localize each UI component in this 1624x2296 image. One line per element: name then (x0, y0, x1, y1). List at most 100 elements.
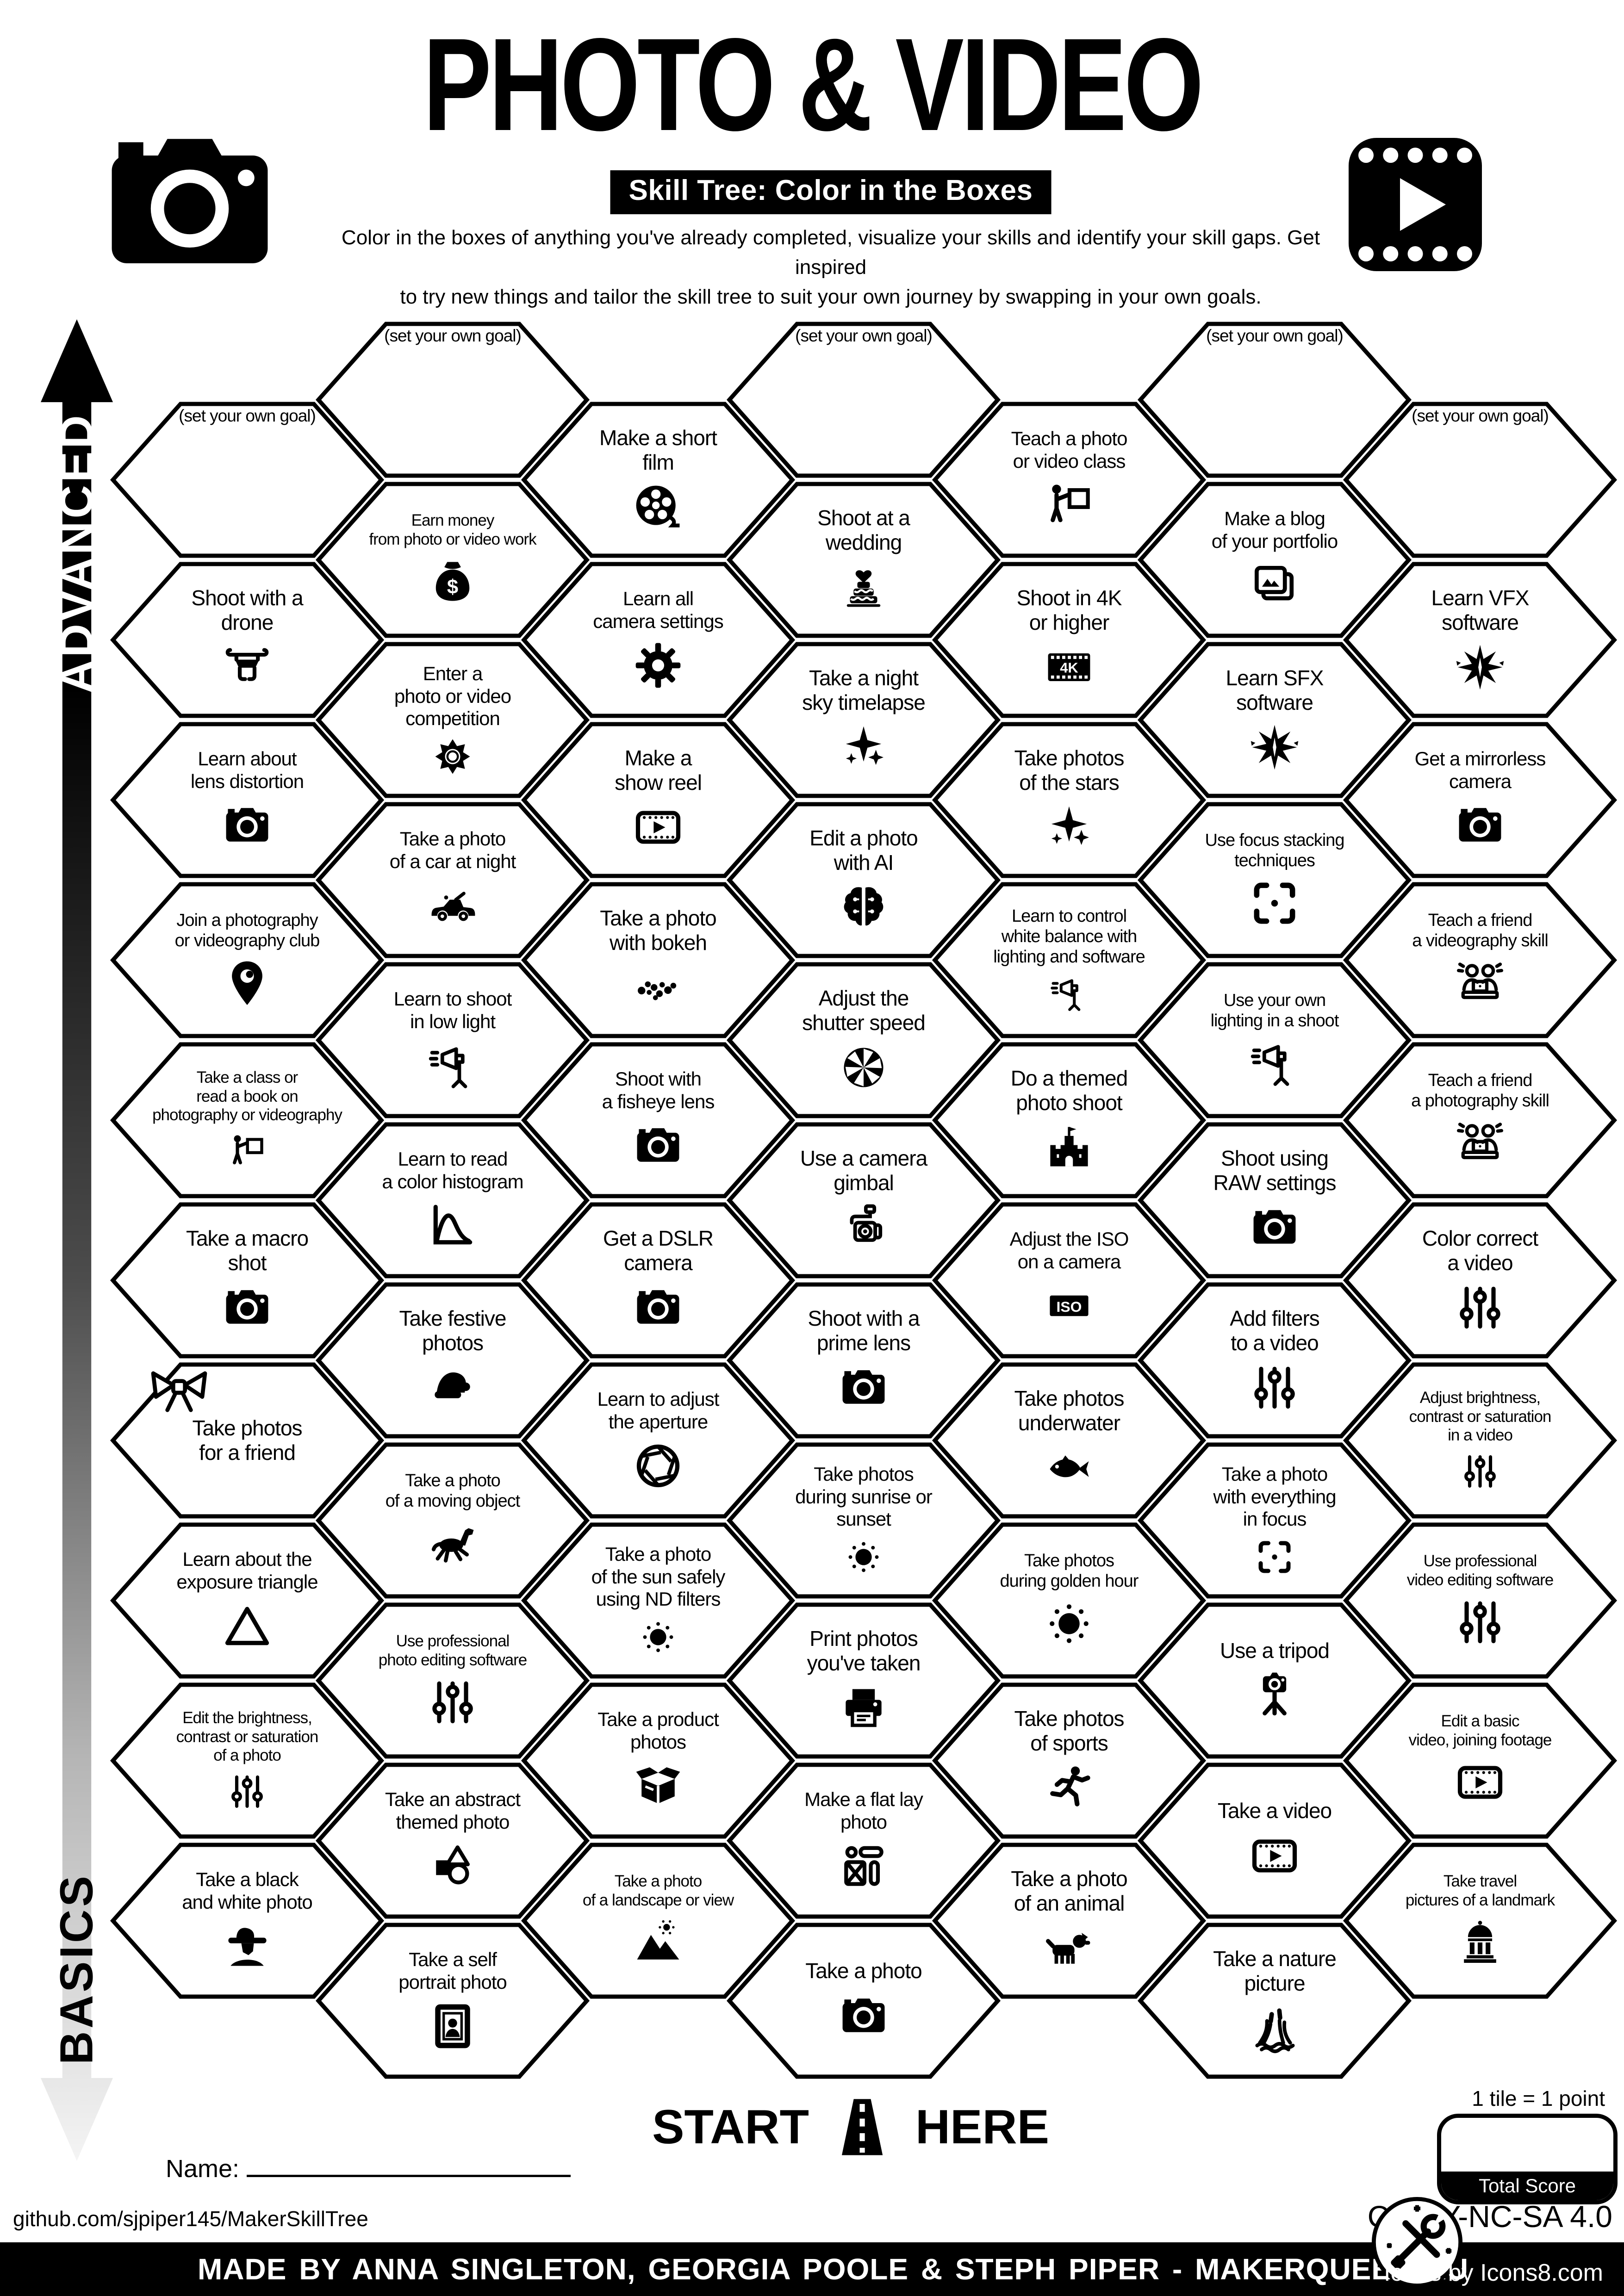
skill-hex[interactable]: Learn about lens distortion (110, 720, 384, 880)
skill-hex[interactable]: Make a flat lay photo (727, 1761, 1001, 1921)
skill-hex[interactable]: Take a product photos (521, 1681, 795, 1841)
skill-hex[interactable]: Take a photo of a moving object (316, 1440, 590, 1601)
hex-outline (1138, 1442, 1412, 1599)
skill-hex[interactable]: Use a tripod (1138, 1601, 1412, 1761)
skill-hex[interactable]: Use professional video editing software (1343, 1520, 1617, 1681)
skill-hex[interactable]: Take photos underwater (932, 1360, 1206, 1520)
skill-hex[interactable]: Shoot in 4K or higher (932, 560, 1206, 720)
skill-hex[interactable]: Get a mirrorless camera (1343, 720, 1617, 880)
icons8-credit[interactable]: Icons by Icons8.com (1384, 2259, 1603, 2286)
skill-hex[interactable]: Make a blog of your portfolio (1138, 480, 1412, 640)
skill-hex[interactable]: (set your own goal) (316, 320, 590, 480)
skill-label: Take festive photos (399, 1306, 507, 1355)
runner-icon (1042, 1761, 1096, 1815)
skill-hex[interactable]: Take photos of sports (932, 1681, 1206, 1841)
skill-hex[interactable]: Take photos for a friend (110, 1360, 384, 1520)
skill-hex[interactable]: Earn money from photo or video work (316, 480, 590, 640)
skill-hex[interactable]: Take a nature picture (1138, 1921, 1412, 2081)
skill-hex[interactable]: Learn to adjust the aperture (521, 1360, 795, 1520)
skill-hex[interactable]: Shoot with a fisheye lens (521, 1040, 795, 1200)
skill-hex[interactable]: Teach a friend a photography skill (1343, 1040, 1617, 1200)
hex-outline (1343, 1522, 1617, 1679)
skill-hex[interactable]: Take a video (1138, 1761, 1412, 1921)
skill-hex[interactable]: Learn to control white balance with ligh… (932, 880, 1206, 1040)
skill-hex[interactable]: Take a photo of a landscape or view (521, 1841, 795, 2001)
skill-hex[interactable]: Take an abstract themed photo (316, 1761, 590, 1921)
skill-hex[interactable]: Take a photo with everything in focus (1138, 1440, 1412, 1601)
skill-hex[interactable]: Take festive photos (316, 1280, 590, 1440)
hex-outline (316, 1602, 590, 1759)
skill-hex[interactable]: Adjust the shutter speed (727, 960, 1001, 1120)
skill-hex[interactable]: Add filters to a video (1138, 1280, 1412, 1440)
skill-label: Shoot with a drone (191, 585, 303, 634)
skill-label: Join a photography or videography club (174, 910, 320, 950)
shutter-icon (837, 1041, 890, 1094)
skill-hex[interactable]: Adjust the ISO on a camera (932, 1200, 1206, 1360)
skill-hex[interactable]: Join a photography or videography club (110, 880, 384, 1040)
skill-hex[interactable]: (set your own goal) (1343, 400, 1617, 560)
fish-icon (1042, 1441, 1096, 1495)
hex-outline (1343, 1362, 1617, 1519)
skill-hex[interactable]: Color correct a video (1343, 1200, 1617, 1360)
skill-hex[interactable]: Take a photo of a car at night (316, 800, 590, 960)
skill-hex[interactable]: Take a photo of an animal (932, 1841, 1206, 2001)
video-play-icon (631, 800, 685, 854)
github-link[interactable]: github.com/sjpiper145/MakerSkillTree (13, 2207, 368, 2231)
skill-hex[interactable]: Edit a basic video, joining footage (1343, 1681, 1617, 1841)
skill-label: Take an abstract themed photo (385, 1788, 521, 1833)
skill-hex[interactable]: Take a class or read a book on photograp… (110, 1040, 384, 1200)
brain-icon (837, 881, 890, 934)
sliders-icon (426, 1675, 479, 1729)
skill-hex[interactable]: Make a show reel (521, 720, 795, 880)
skill-hex[interactable]: Print photos you've taken (727, 1601, 1001, 1761)
skill-hex[interactable]: Learn all camera settings (521, 560, 795, 720)
total-score-box[interactable]: Total Score (1437, 2114, 1618, 2204)
skill-hex[interactable]: Take a photo (727, 1921, 1001, 2081)
skill-hex[interactable]: Take travel pictures of a landmark (1343, 1841, 1617, 2001)
skill-hex[interactable]: Learn VFX software (1343, 560, 1617, 720)
skill-hex[interactable]: Use a camera gimbal (727, 1120, 1001, 1280)
skill-hex[interactable]: Take photos of the stars (932, 720, 1206, 880)
skill-hex[interactable]: Teach a photo or video class (932, 400, 1206, 560)
skill-hex[interactable]: Enter a photo or video competition (316, 640, 590, 800)
skill-hex[interactable]: Take a black and white photo (110, 1841, 384, 2001)
skill-hex[interactable]: Take a night sky timelapse (727, 640, 1001, 800)
sliders-icon (1453, 1281, 1507, 1334)
skill-hex[interactable]: Adjust brightness, contrast or saturatio… (1343, 1360, 1617, 1520)
skill-hex[interactable]: Learn to shoot in low light (316, 960, 590, 1120)
skill-hex[interactable]: Take photos during sunrise or sunset (727, 1440, 1001, 1601)
skill-hex[interactable]: Teach a friend a videography skill (1343, 880, 1617, 1040)
skill-hex[interactable]: Use focus stacking techniques (1138, 800, 1412, 960)
skill-hex[interactable]: (set your own goal) (1138, 320, 1412, 480)
name-input-line[interactable] (247, 2153, 571, 2177)
skill-hex[interactable]: Take a self portrait photo (316, 1921, 590, 2081)
skill-label: Use professional photo editing software (378, 1632, 527, 1669)
landmark-icon (1453, 1916, 1507, 1969)
skill-hex[interactable]: Shoot with a drone (110, 560, 384, 720)
skill-hex[interactable]: Get a DSLR camera (521, 1200, 795, 1360)
skill-hex[interactable]: Take a macro shot (110, 1200, 384, 1360)
skill-hex[interactable]: Make a short film (521, 400, 795, 560)
skill-hex[interactable]: (set your own goal) (110, 400, 384, 560)
skill-label: Make a flat lay photo (804, 1788, 923, 1833)
skill-hex[interactable]: Learn SFX software (1138, 640, 1412, 800)
skill-hex[interactable]: Take a photo of the sun safely using ND … (521, 1520, 795, 1681)
skill-hex[interactable]: Take photos during golden hour (932, 1520, 1206, 1681)
skill-label: Learn to shoot in low light (393, 988, 512, 1032)
skill-hex[interactable]: Learn to read a color histogram (316, 1120, 590, 1280)
skill-hex[interactable]: Shoot at a wedding (727, 480, 1001, 640)
skill-hex[interactable]: Use professional photo editing software (316, 1601, 590, 1761)
skill-hex[interactable]: (set your own goal) (727, 320, 1001, 480)
skill-hex[interactable]: Shoot with a prime lens (727, 1280, 1001, 1440)
skill-label: Shoot with a prime lens (808, 1306, 920, 1355)
skill-hex[interactable]: Edit a photo with AI (727, 800, 1001, 960)
skill-hex[interactable]: Do a themed photo shoot (932, 1040, 1206, 1200)
skill-hex[interactable]: Edit the brightness, contrast or saturat… (110, 1681, 384, 1841)
name-label: Name: (166, 2155, 240, 2183)
skill-label: Take a photo of an animal (1011, 1866, 1127, 1915)
skill-hex[interactable]: Shoot using RAW settings (1138, 1120, 1412, 1280)
skill-hex[interactable]: Take a photo with bokeh (521, 880, 795, 1040)
skill-hex[interactable]: Learn about the exposure triangle (110, 1520, 384, 1681)
skill-hex[interactable]: Use your own lighting in a shoot (1138, 960, 1412, 1120)
teacher-icon (226, 1130, 268, 1172)
